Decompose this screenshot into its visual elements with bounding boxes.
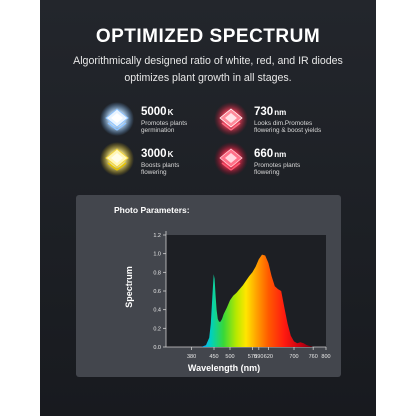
spectrum-infographic-panel: OPTIMIZED SPECTRUM Algorithmically desig… [40,0,376,416]
led-3000k-desc-1: Boosts plants [141,162,180,169]
subtitle-line-1: Algorithmically designed ratio of white,… [73,55,343,67]
far-red-led-chip-icon [214,102,248,136]
y-axis-label: Spectrum [124,266,134,308]
x-tick-label: 570 [248,354,257,360]
led-730nm-desc-2: flowering & boost yields [254,127,322,135]
y-tick-label: 0.2 [153,326,161,332]
x-tick-label: 590 [254,354,263,360]
led-730nm-value: 730 [254,106,274,118]
x-tick-label: 620 [264,354,273,360]
x-tick-label: 450 [209,354,218,360]
warm-white-led-chip-icon [100,142,134,176]
y-tick-label: 1.2 [153,233,161,239]
led-5000k-value: 5000 [141,106,167,118]
led-660nm-desc-1: Promotes plants [254,162,301,169]
spectrum-chart-card: Photo Parameters: [76,195,341,377]
y-tick-label: 0.6 [153,289,161,295]
led-660nm-value: 660 [254,148,274,160]
subtitle-line-2: optimizes plant growth in all stages. [124,72,292,84]
led-3000k-info: 3000K Boosts plants flowering [141,148,221,177]
y-tick-label: 1.0 [153,252,161,258]
led-3000k-value: 3000 [141,148,167,160]
x-tick-label: 700 [289,354,298,360]
x-tick-label: 380 [187,354,196,360]
led-730nm-desc-1: Looks dim.Promotes [254,120,313,127]
y-tick-label: 0.0 [153,345,161,351]
x-axis-label: Wavelength (nm) [188,363,260,373]
led-660nm-desc-2: flowering [254,169,280,177]
x-tick-label: 760 [309,354,318,360]
deep-red-led-chip-icon [214,142,248,176]
chart-heading: Photo Parameters: [114,205,190,215]
cool-white-led-chip-icon [100,102,134,136]
led-3000k-desc-2: flowering [141,169,167,177]
led-660nm-info: 660nm Promotes plants flowering [254,148,334,177]
led-5000k-unit: K [167,108,174,117]
x-tick-label: 500 [225,354,234,360]
spectrum-curve-area [201,254,314,347]
led-660nm-unit: nm [274,150,287,159]
page-subtitle: Algorithmically designed ratio of white,… [50,53,366,87]
led-5000k-info: 5000K Promotes plants germination [141,106,221,135]
led-730nm-info: 730nm Looks dim.Promotes flowering & boos… [254,106,334,135]
y-tick-label: 0.8 [153,270,161,276]
x-tick-label: 800 [321,354,330,360]
led-5000k-desc-2: germination [141,127,175,135]
page-title: OPTIMIZED SPECTRUM [95,26,321,47]
y-tick-label: 0.4 [153,308,161,314]
led-3000k-unit: K [167,150,174,159]
led-5000k-desc-1: Promotes plants [141,120,188,127]
led-730nm-unit: nm [274,108,287,117]
